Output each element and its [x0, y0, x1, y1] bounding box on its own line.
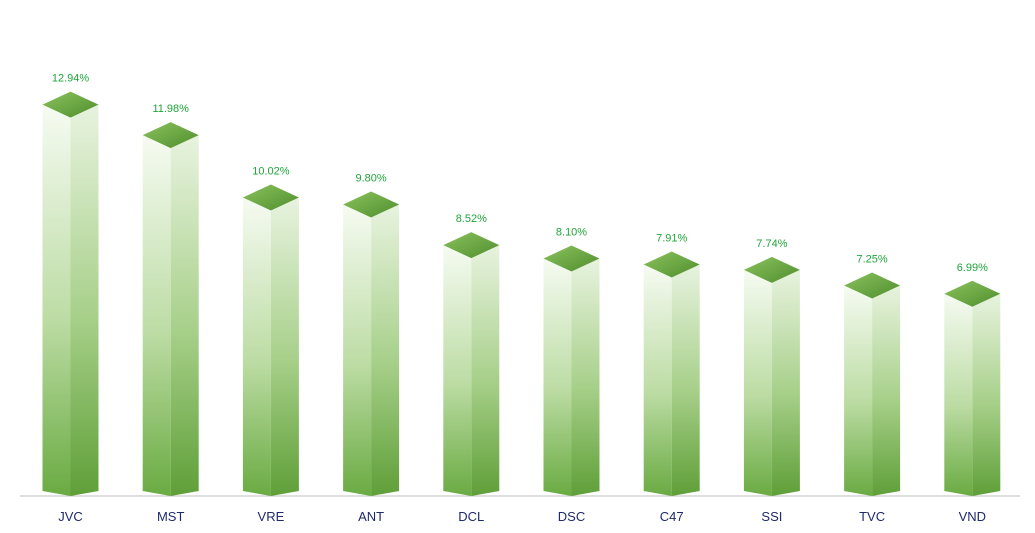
bar-side-face [70, 104, 99, 497]
category-label: TVC [859, 509, 885, 524]
bar-ssi [743, 256, 800, 496]
category-label: JVC [58, 509, 83, 524]
bar-top-face [543, 245, 600, 272]
bar-side-face [371, 204, 400, 496]
bar-dsc [543, 245, 600, 496]
bar-side-face [671, 264, 700, 496]
category-label: DSC [558, 509, 585, 524]
bar-ant [343, 191, 400, 496]
bar-top-face [944, 280, 1001, 307]
category-label: ANT [358, 509, 384, 524]
bar-top-face [443, 232, 500, 259]
category-label: MST [157, 509, 185, 524]
value-label: 6.99% [957, 262, 988, 274]
bars-group [42, 91, 1001, 497]
bar-top-face [643, 251, 700, 278]
bar-side-face [471, 245, 500, 496]
value-label: 11.98% [152, 103, 189, 115]
bar-c47 [643, 251, 700, 496]
bar-front-face [42, 104, 71, 497]
bar-top-face [743, 256, 800, 283]
value-label: 7.25% [856, 254, 887, 266]
bar-front-face [443, 245, 472, 496]
category-label: SSI [761, 509, 782, 524]
value-labels-group: 12.94% 11.98% 10.02% 9.80% 8.52% 8.10% 7.91% 7.… [52, 73, 988, 274]
value-label: 8.10% [556, 226, 587, 238]
bar-jvc [42, 91, 99, 497]
value-label: 12.94% [52, 73, 90, 85]
bar-dcl [443, 232, 500, 496]
bar-side-face [170, 135, 199, 496]
bar-vnd [944, 280, 1001, 496]
value-label: 9.80% [355, 172, 386, 184]
value-label: 7.74% [756, 238, 787, 250]
bar-top-face [844, 272, 901, 299]
bar-front-face [242, 197, 271, 496]
category-label: DCL [458, 509, 484, 524]
bar-top-face [343, 191, 400, 218]
category-label: C47 [660, 509, 684, 524]
bar-vre [242, 184, 299, 496]
bar-front-face [743, 269, 772, 496]
category-labels-group: JVC MST VRE ANT DCL DSC C47 SSI TVC VND [58, 509, 986, 524]
bar-front-face [643, 264, 672, 496]
bar-side-face [771, 269, 800, 496]
bar-front-face [944, 293, 973, 496]
bar-side-face [270, 197, 299, 496]
category-label: VND [959, 509, 986, 524]
bar-side-face [872, 285, 901, 496]
bar-side-face [972, 293, 1001, 496]
value-label: 8.52% [456, 213, 487, 225]
value-label: 7.91% [656, 233, 687, 245]
bar-side-face [571, 258, 600, 496]
bar-tvc [844, 272, 901, 496]
bar-top-face [142, 122, 199, 149]
bar-top-face [42, 91, 99, 118]
category-label: VRE [258, 509, 285, 524]
bar-front-face [543, 258, 572, 496]
bar-front-face [142, 135, 171, 496]
bar-mst [142, 122, 199, 496]
value-label: 10.02% [252, 165, 290, 177]
bar-front-face [343, 204, 372, 496]
bar-front-face [844, 285, 873, 496]
bar-top-face [242, 184, 299, 211]
